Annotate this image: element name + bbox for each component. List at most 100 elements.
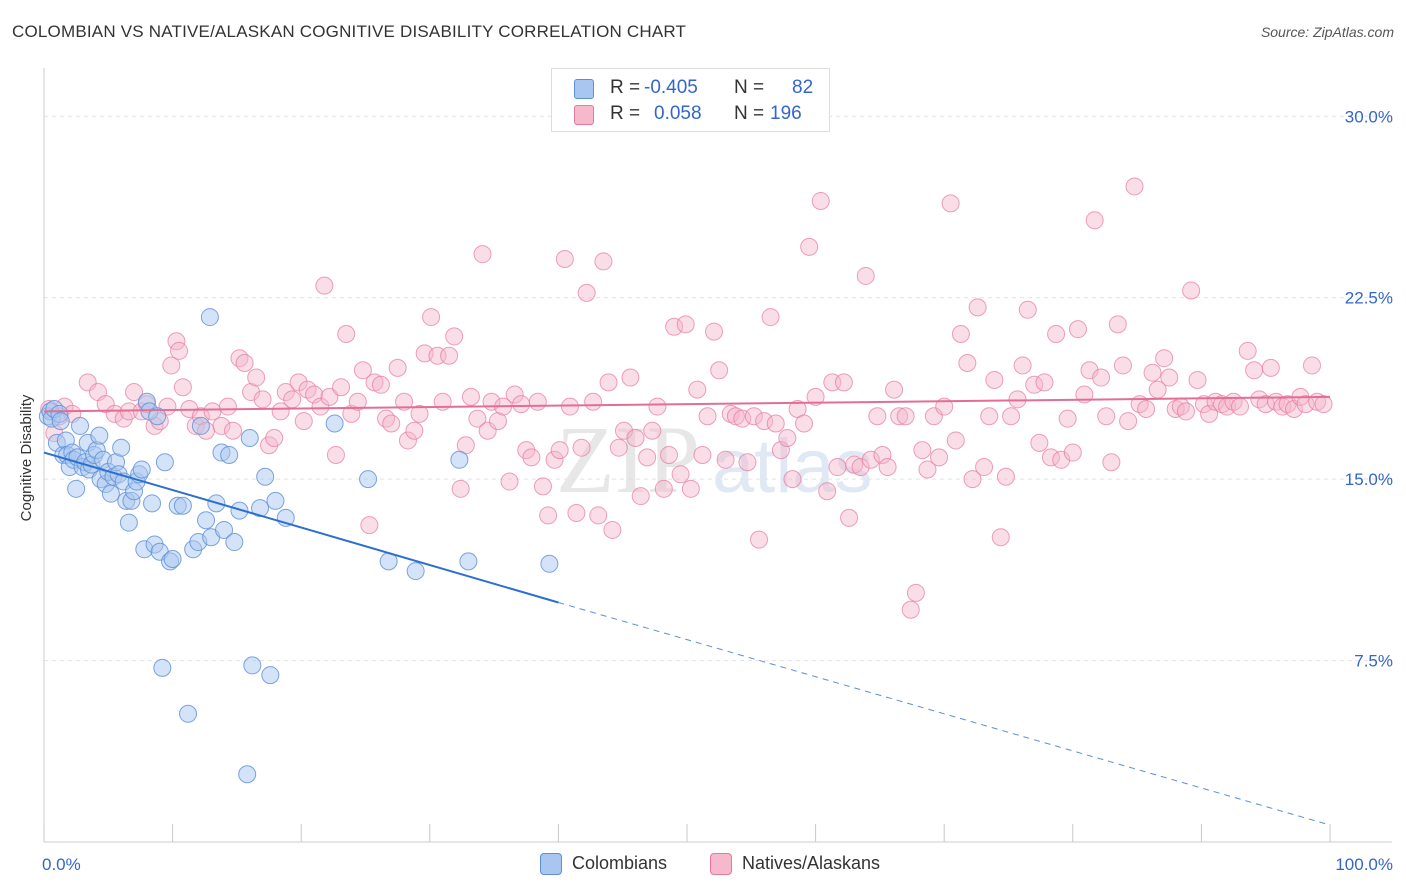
natives-alaskans-point (1230, 397, 1249, 416)
natives-alaskans-point (958, 354, 977, 373)
natives-alaskans-point (878, 458, 897, 477)
colombians-point (163, 549, 182, 568)
natives-alaskans-point (721, 404, 740, 423)
x-tick-label-min: 0.0% (42, 855, 81, 874)
natives-alaskans-point (638, 448, 657, 467)
natives-alaskans-point (818, 482, 837, 501)
natives-alaskans-point (918, 460, 937, 479)
natives-alaskans-point (609, 438, 628, 457)
colombians-point (90, 426, 109, 445)
natives-alaskans-point (500, 472, 519, 491)
legend-r-label: R = (610, 77, 641, 98)
legend-n-value: 82 (792, 77, 814, 98)
natives-alaskans-point (224, 421, 243, 440)
natives-alaskans-point (811, 191, 830, 210)
natives-alaskans-point (885, 380, 904, 399)
bottom-legend-swatch-natives (710, 853, 732, 875)
natives-alaskans-point (1097, 407, 1116, 426)
natives-alaskans-point (528, 392, 547, 411)
natives-alaskans-point (173, 378, 192, 397)
natives-alaskans-point (1030, 433, 1049, 452)
natives-alaskans-point (1155, 349, 1174, 368)
colombians-point (540, 554, 559, 573)
natives-alaskans-point (468, 409, 487, 428)
natives-alaskans-point (963, 470, 982, 489)
legend-n-label: N = (734, 77, 765, 98)
natives-alaskans-point (1212, 395, 1231, 414)
natives-alaskans-point (283, 390, 302, 409)
natives-alaskans-point (901, 600, 920, 619)
colombians-point (197, 511, 216, 530)
natives-alaskans-point (643, 421, 662, 440)
natives-alaskans-point (522, 448, 541, 467)
natives-alaskans-point (1119, 412, 1138, 431)
natives-alaskans-point (1261, 358, 1280, 377)
natives-alaskans-point (896, 407, 915, 426)
colombians-point (325, 414, 344, 433)
natives-alaskans-point (631, 487, 650, 506)
natives-alaskans-point (589, 506, 608, 525)
natives-alaskans-point (1102, 453, 1121, 472)
natives-alaskans-trendline (43, 395, 1331, 413)
natives-alaskans-point (1085, 211, 1104, 230)
natives-alaskans-point (676, 315, 695, 334)
natives-alaskans-point (440, 346, 459, 365)
natives-alaskans-point (315, 276, 334, 295)
natives-alaskans-point (289, 373, 308, 392)
natives-alaskans-point (705, 322, 724, 341)
colombians-point (215, 520, 234, 539)
natives-alaskans-points (40, 177, 1333, 619)
natives-alaskans-point (783, 470, 802, 489)
axes (43, 68, 1392, 843)
legend-r-value: -0.405 (644, 77, 698, 98)
natives-alaskans-point (594, 252, 613, 271)
natives-alaskans-point (834, 373, 853, 392)
bottom-legend-swatch-colombians (540, 853, 562, 875)
source-label: Source: ZipAtlas.com (1260, 24, 1394, 40)
colombians-point (406, 562, 425, 581)
colombians-point (71, 416, 90, 435)
natives-alaskans-point (332, 378, 351, 397)
natives-alaskans-point (242, 383, 261, 402)
natives-alaskans-point (681, 479, 700, 498)
natives-alaskans-point (603, 520, 622, 539)
colombians-point (191, 416, 210, 435)
natives-alaskans-point (405, 421, 424, 440)
y-tick-labels: 7.5% 15.0% 22.5% 30.0% (1345, 107, 1393, 670)
natives-alaskans-point (744, 407, 763, 426)
bottom-legend-label: Natives/Alaskans (742, 853, 881, 873)
natives-alaskans-point (253, 390, 272, 409)
natives-alaskans-point (473, 245, 492, 264)
y-axis-label: Cognitive Disability (18, 394, 35, 522)
colombians-point (119, 513, 138, 532)
natives-alaskans-point (941, 194, 960, 213)
natives-alaskans-point (1125, 177, 1144, 196)
natives-alaskans-point (382, 414, 401, 433)
colombians-point (225, 533, 244, 552)
natives-alaskans-point (761, 308, 780, 327)
natives-alaskans-point (873, 445, 892, 464)
natives-alaskans-point (560, 397, 579, 416)
legend-r-value: 0.058 (654, 103, 702, 124)
natives-alaskans-point (488, 412, 507, 431)
colombians-point (51, 412, 70, 431)
y-tick-label: 30.0% (1345, 107, 1393, 126)
natives-alaskans-point (410, 404, 429, 423)
natives-alaskans-point (991, 528, 1010, 547)
natives-alaskans-point (461, 387, 480, 406)
natives-alaskans-point (693, 445, 712, 464)
natives-alaskans-point (555, 250, 574, 269)
y-tick-label: 7.5% (1354, 652, 1393, 671)
natives-alaskans-point (975, 458, 994, 477)
natives-alaskans-point (856, 266, 875, 285)
natives-alaskans-point (1302, 356, 1321, 375)
colombians-point (200, 308, 219, 327)
colombians-points (38, 308, 559, 784)
natives-alaskans-point (671, 465, 690, 484)
natives-alaskans-point (512, 395, 531, 414)
colombians-point (143, 494, 162, 513)
natives-alaskans-point (710, 361, 729, 380)
natives-alaskans-point (1047, 325, 1066, 343)
natives-alaskans-point (271, 402, 290, 421)
